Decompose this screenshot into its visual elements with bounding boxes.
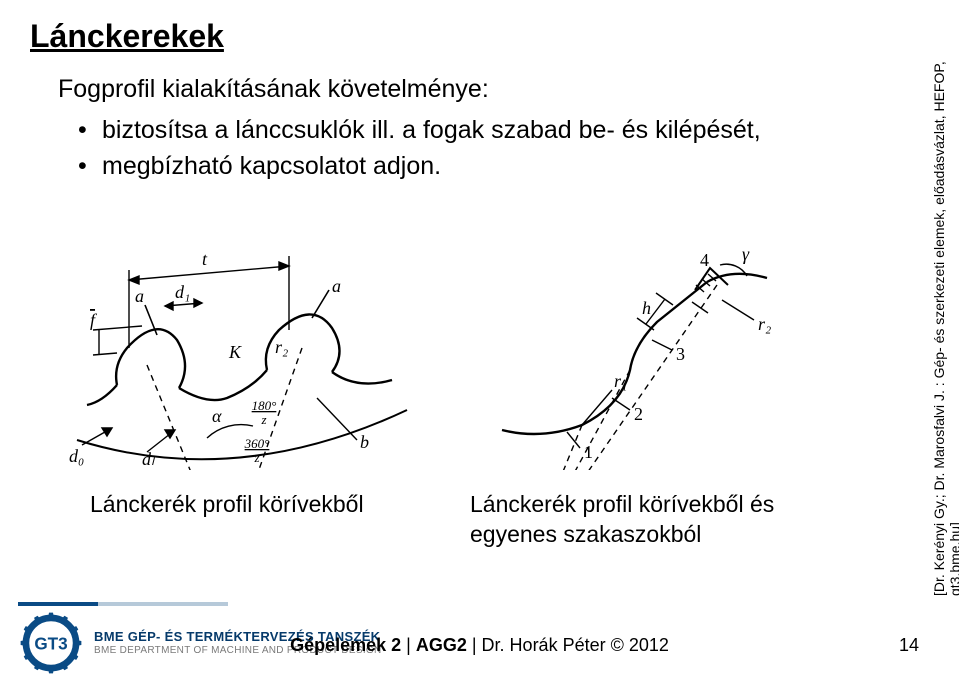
label-3: 3 — [676, 344, 685, 364]
sprocket-arc-profile-diagram: t f d₁ a K r₂ a α b d₀ dₗ 180° z 360° z — [57, 230, 437, 470]
sep2: | — [467, 635, 482, 655]
label-r1: r₁ — [614, 371, 627, 391]
gt3-logo-icon: GT3 — [18, 610, 84, 676]
caption-left: Lánckerék profil körívekből — [90, 490, 430, 520]
label-h: h — [642, 298, 651, 318]
label-2: 2 — [634, 404, 643, 424]
label-K: K — [228, 342, 242, 362]
diagram-right: γ 4 r₂ h 3 r₁ 2 1 — [445, 230, 840, 475]
slide: Lánckerekek Fogprofil kialakításának köv… — [0, 0, 959, 686]
label-r2: r₂ — [758, 314, 771, 334]
course-name: Gépelemek 2 — [290, 635, 401, 655]
label-1: 1 — [584, 442, 593, 462]
label-4: 4 — [700, 250, 709, 270]
label-r2: r₂ — [275, 337, 288, 357]
label-180z-top: 180° — [252, 398, 277, 413]
bullet-item: biztosítsa a lánccsuklók ill. a fogak sz… — [78, 112, 929, 148]
diagram-left: t f d₁ a K r₂ a α b d₀ dₗ 180° z 360° z — [50, 230, 445, 475]
label-d0: d₀ — [69, 446, 84, 466]
bullet-list: biztosítsa a lánccsuklók ill. a fogak sz… — [58, 112, 929, 185]
label-360z-top: 360° — [244, 436, 270, 451]
citation-sidebar: [Dr. Kerényi Gy.; Dr. Marosfalvi J. : Gé… — [931, 10, 951, 596]
label-f: f — [90, 310, 98, 330]
label-a-left: a — [135, 286, 144, 306]
diagram-row: t f d₁ a K r₂ a α b d₀ dₗ 180° z 360° z — [50, 230, 839, 475]
label-b: b — [360, 432, 369, 452]
label-180z-bot: z — [261, 412, 267, 427]
footer-divider — [18, 602, 228, 606]
caption-right: Lánckerék profil körívekből és egyenes s… — [470, 490, 800, 550]
slide-title: Lánckerekek — [30, 18, 929, 55]
label-a-right: a — [332, 276, 341, 296]
bullet-item: megbízható kapcsolatot adjon. — [78, 148, 929, 184]
label-360z-bot: z — [254, 450, 260, 465]
sep1: | — [401, 635, 416, 655]
footer-center: Gépelemek 2 | AGG2 | Dr. Horák Péter © 2… — [290, 635, 669, 656]
sprocket-arc-line-profile-diagram: γ 4 r₂ h 3 r₁ 2 1 — [472, 230, 812, 470]
author: Dr. Horák Péter © 2012 — [482, 635, 669, 655]
course-code: AGG2 — [416, 635, 467, 655]
page-number: 14 — [899, 635, 919, 656]
subtitle: Fogprofil kialakításának követelménye: — [58, 75, 929, 104]
svg-text:GT3: GT3 — [34, 634, 67, 654]
content-block: Fogprofil kialakításának követelménye: b… — [30, 75, 929, 185]
label-gamma: γ — [742, 244, 750, 264]
label-t: t — [202, 249, 208, 269]
label-d1: d₁ — [175, 282, 190, 302]
label-alpha: α — [212, 406, 222, 426]
label-dl: dₗ — [142, 449, 156, 469]
